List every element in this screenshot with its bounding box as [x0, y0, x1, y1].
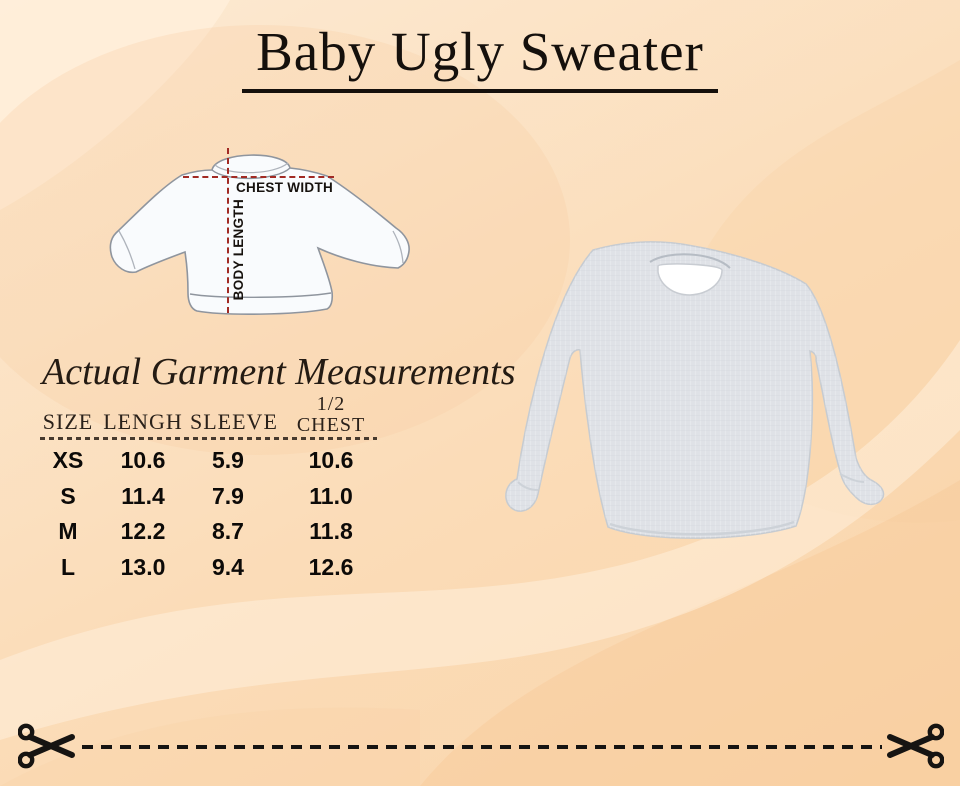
- right-cuff-line: [392, 230, 404, 264]
- body-length-measure-line: [227, 148, 229, 313]
- table-header-row: SIZE LENGH SLEEVE 1/2 CHEST: [40, 393, 396, 435]
- sweater-photo: [505, 241, 885, 539]
- sweater-measurement-diagram: CHEST WIDTH BODY LENGTH: [100, 135, 440, 335]
- cell-sleeve: 7.9: [212, 482, 244, 509]
- column-header-sleeve: SLEEVE: [190, 409, 278, 434]
- left-cuff-ribbing: [517, 481, 539, 491]
- right-cuff-ribbing: [839, 473, 865, 483]
- cell-length: 10.6: [120, 447, 166, 474]
- cut-dashed-line: [82, 745, 882, 749]
- cell-length: 11.4: [121, 482, 165, 509]
- neck-opening: [657, 263, 723, 296]
- sweater-line-art: [109, 154, 410, 315]
- cell-sleeve: 8.7: [212, 518, 244, 545]
- column-header-size: SIZE: [42, 409, 94, 434]
- scissors-icon: [887, 723, 944, 769]
- cell-half-chest: 11.0: [309, 482, 353, 509]
- measurements-heading: Actual Garment Measurements: [42, 351, 516, 393]
- collar-rim: [649, 253, 731, 269]
- cell-half-chest: 12.6: [308, 553, 354, 580]
- cell-length: 13.0: [120, 553, 166, 580]
- collar-inner-line: [214, 162, 289, 174]
- header: Baby Ugly Sweater: [0, 21, 960, 93]
- cell-half-chest: 11.8: [309, 518, 353, 545]
- cell-half-chest: 10.6: [308, 447, 354, 474]
- cell-length: 12.2: [120, 518, 166, 545]
- column-header-half-chest: 1/2 CHEST: [296, 393, 366, 436]
- cell-size: L: [60, 553, 76, 580]
- knit-texture: [505, 241, 884, 539]
- measurements-table: XS 10.6 5.9 10.6 S 11.4 7.9 11.0 M 12.2 …: [40, 443, 396, 585]
- left-cuff-line: [118, 230, 136, 270]
- body-length-label: BODY LENGTH: [231, 199, 246, 301]
- collar-line: [211, 167, 291, 180]
- sweater-outline: [109, 154, 410, 315]
- table-separator-line: [40, 437, 377, 440]
- page-title: Baby Ugly Sweater: [242, 21, 718, 93]
- cell-sleeve: 5.9: [212, 447, 244, 474]
- cell-sleeve: 9.4: [212, 553, 244, 580]
- cell-size: M: [58, 518, 78, 545]
- scissors-icon: [18, 723, 75, 769]
- cell-size: S: [60, 482, 76, 509]
- hem-ribbing: [609, 520, 795, 536]
- chest-width-measure-line: [183, 176, 334, 178]
- hem-line: [189, 292, 332, 298]
- column-header-length: LENGH: [103, 409, 183, 434]
- chest-width-label: CHEST WIDTH: [236, 180, 334, 195]
- cell-size: XS: [52, 447, 84, 474]
